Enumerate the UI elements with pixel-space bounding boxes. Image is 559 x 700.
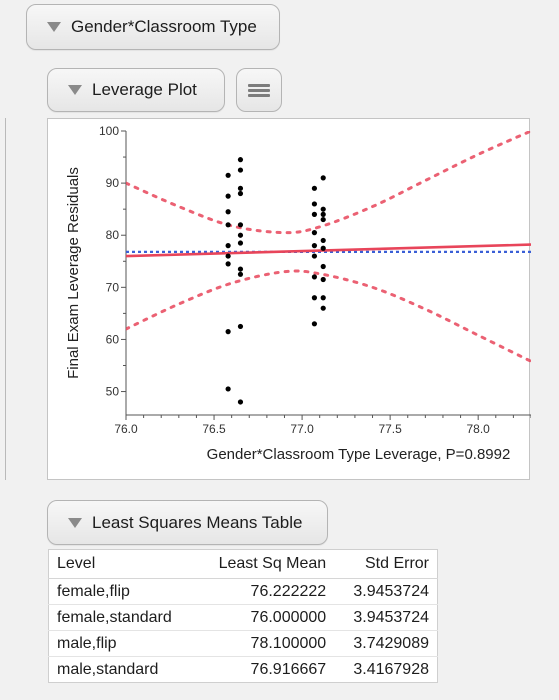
data-point <box>237 399 244 405</box>
col-header-stderr: Std Error <box>334 549 438 579</box>
data-point <box>320 263 326 270</box>
x-tick-label: 76.5 <box>202 422 226 436</box>
data-point <box>225 243 231 249</box>
hamburger-menu-button[interactable] <box>236 68 282 112</box>
data-point <box>320 295 326 301</box>
x-axis-label: Gender*Classroom Type Leverage, P=0.8992 <box>207 446 511 463</box>
cell-lsmean: 76.000000 <box>195 604 335 631</box>
col-header-level: Level <box>48 549 196 579</box>
data-point <box>320 305 326 311</box>
leverage-plot-panel: 50 60 70 80 90 100 76.0 76.5 77.0 77.5 78.0 Gender*… <box>47 118 531 480</box>
section-toggle-least-squares[interactable]: Least Squares Means Table <box>47 500 328 545</box>
data-point <box>237 157 244 163</box>
least-squares-means-table: Level Least Sq Mean Std Error female,fli… <box>48 549 438 683</box>
data-point <box>237 323 244 330</box>
col-header-lsmean: Least Sq Mean <box>195 549 335 579</box>
data-point <box>225 329 231 335</box>
section-toggle-gender-classroom[interactable]: Gender*Classroom Type <box>26 4 280 50</box>
y-tick-label: 50 <box>106 385 120 399</box>
disclosure-triangle-icon <box>47 22 61 32</box>
confidence-curve-lower <box>126 269 531 363</box>
y-tick-label: 90 <box>106 176 120 190</box>
cell-stderr: 3.9453724 <box>334 578 438 605</box>
data-point <box>237 185 244 191</box>
data-point <box>320 276 326 283</box>
cell-lsmean: 76.916667 <box>195 656 335 683</box>
y-axis-label: Final Exam Leverage Residuals <box>65 167 82 379</box>
x-tick-label: 77.0 <box>290 422 314 436</box>
cell-level: male,flip <box>48 630 196 657</box>
y-tick-label: 70 <box>106 280 120 294</box>
table-row: female,standard 76.000000 3.9453724 <box>48 604 438 631</box>
data-point <box>311 230 318 236</box>
data-point <box>225 261 231 267</box>
data-point <box>237 266 244 272</box>
y-tick-label: 60 <box>106 332 120 346</box>
data-point <box>225 172 231 178</box>
data-point <box>320 245 326 251</box>
cell-level: female,flip <box>48 578 196 605</box>
cell-level: male,standard <box>48 656 196 683</box>
data-point <box>311 321 318 327</box>
disclosure-triangle-icon <box>68 85 82 95</box>
table-row: male,standard 76.916667 3.4167928 <box>48 656 438 683</box>
data-point <box>237 167 244 173</box>
data-point <box>225 386 231 392</box>
data-point <box>320 211 326 217</box>
data-point <box>311 243 318 249</box>
data-point <box>320 175 326 181</box>
data-point <box>237 271 244 277</box>
disclosure-triangle-icon <box>68 517 82 528</box>
x-tick-label: 76.0 <box>114 422 138 436</box>
data-point <box>311 295 318 301</box>
cell-stderr: 3.4167928 <box>334 656 438 683</box>
plot-area <box>126 131 531 405</box>
cell-stderr: 3.9453724 <box>334 604 438 631</box>
section-title-least-squares: Least Squares Means Table <box>92 512 303 532</box>
x-tick-label: 77.5 <box>378 422 402 436</box>
table-row: male,flip 78.100000 3.7429089 <box>48 630 438 657</box>
data-point <box>237 222 244 228</box>
section-toggle-leverage-plot[interactable]: Leverage Plot <box>47 68 225 112</box>
data-point <box>311 185 318 191</box>
data-point <box>320 206 326 212</box>
data-point <box>225 193 231 199</box>
y-tick-label: 100 <box>99 124 119 138</box>
data-point <box>311 211 318 217</box>
x-tick-label: 78.0 <box>466 422 490 436</box>
section-title-gender-classroom: Gender*Classroom Type <box>71 17 257 36</box>
cell-stderr: 3.7429089 <box>334 630 438 657</box>
fit-line <box>126 243 531 258</box>
data-point <box>311 201 318 207</box>
data-point <box>311 274 318 280</box>
data-point <box>320 237 326 244</box>
data-point <box>320 216 326 223</box>
data-point <box>225 253 231 259</box>
data-point <box>225 209 231 215</box>
table-header-row: Level Least Sq Mean Std Error <box>48 549 438 579</box>
left-panel-edge <box>0 118 6 480</box>
data-point <box>237 190 244 197</box>
data-point <box>225 222 231 228</box>
data-point <box>237 240 244 246</box>
data-point <box>311 253 318 259</box>
table-row: female,flip 76.222222 3.9453724 <box>48 578 438 605</box>
cell-lsmean: 78.100000 <box>195 630 335 657</box>
cell-level: female,standard <box>48 604 196 631</box>
confidence-curve-upper <box>126 131 531 235</box>
leverage-plot-chart: 50 60 70 80 90 100 76.0 76.5 77.0 77.5 78.0 Gender*… <box>65 124 531 463</box>
hamburger-icon <box>248 82 270 99</box>
section-title-leverage-plot: Leverage Plot <box>92 80 197 99</box>
cell-lsmean: 76.222222 <box>195 578 335 605</box>
data-point <box>237 232 244 238</box>
y-tick-label: 80 <box>106 228 120 242</box>
